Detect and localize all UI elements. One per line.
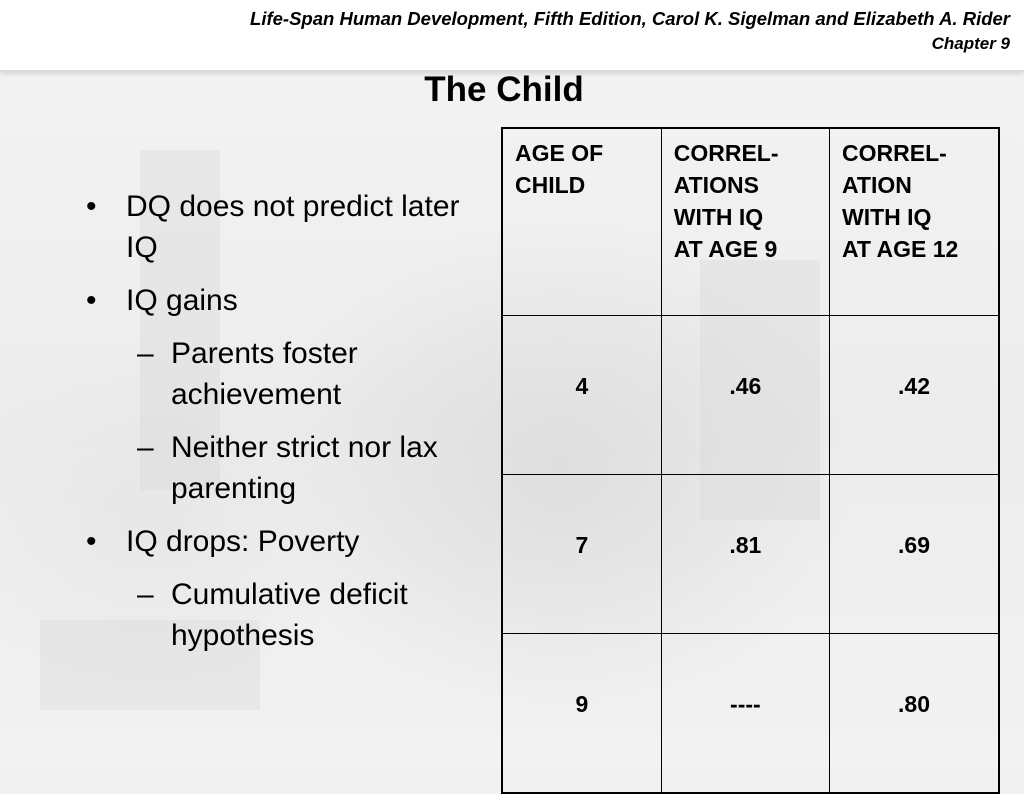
chapter-label: Chapter 9 — [931, 34, 1010, 53]
header-line: ATIONS — [673, 172, 759, 198]
sub-bullet-text: Parents foster achievement — [171, 337, 358, 411]
table-row: 9 ---- .80 — [501, 633, 1000, 794]
bullet-text: IQ gains — [126, 284, 238, 317]
sub-bullet-text: Cumulative deficit hypothesis — [171, 578, 408, 652]
bullet-list: • DQ does not predict later IQ • IQ gain… — [86, 186, 496, 668]
slide-title: The Child — [424, 70, 584, 109]
slide-header: Life-Span Human Development, Fifth Editi… — [0, 0, 1024, 71]
background-watermark-block — [40, 620, 260, 710]
bullet-dot-icon: • — [86, 190, 97, 223]
header-line: CHILD — [515, 172, 586, 198]
column-header-corr-age12: CORREL- ATION WITH IQ AT AGE 12 — [829, 127, 1000, 316]
header-line: CORREL- — [842, 140, 947, 166]
header-line: CORREL- — [673, 140, 779, 166]
sub-bullet-item: – Cumulative deficit hypothesis — [86, 574, 496, 656]
sub-bullet-text: Neither strict nor lax parenting — [171, 431, 438, 505]
column-header-corr-age9: CORREL- ATIONS WITH IQ AT AGE 9 — [660, 127, 831, 316]
bullet-item: • DQ does not predict later IQ — [86, 186, 496, 268]
table-row: 4 .46 .42 — [501, 315, 1000, 475]
dash-icon: – — [137, 578, 154, 611]
cell-corr-age9: .46 — [660, 315, 831, 475]
header-line: WITH IQ — [673, 204, 764, 230]
bullet-text: IQ drops: Poverty — [126, 525, 360, 558]
background-watermark-block — [140, 150, 220, 490]
header-line: AT AGE 12 — [842, 236, 959, 262]
dash-icon: – — [137, 337, 154, 370]
bullet-dot-icon: • — [86, 284, 97, 317]
table-header-row: AGE OF CHILD CORREL- ATIONS WITH IQ AT A… — [501, 127, 1000, 316]
header-line: AT AGE 9 — [673, 236, 778, 262]
bullet-text: DQ does not predict later IQ — [126, 190, 460, 264]
book-title: Life-Span Human Development, Fifth Editi… — [250, 8, 1010, 29]
sub-bullet-item: – Neither strict nor lax parenting — [86, 427, 496, 509]
cell-age: 4 — [501, 315, 662, 475]
header-line: WITH IQ — [842, 204, 932, 230]
dash-icon: – — [137, 431, 154, 464]
header-line: AGE OF — [515, 140, 604, 166]
bullet-item: • IQ drops: Poverty — [86, 521, 496, 562]
column-header-age: AGE OF CHILD — [501, 127, 662, 316]
iq-correlation-table: AGE OF CHILD CORREL- ATIONS WITH IQ AT A… — [501, 127, 1000, 794]
cell-corr-age9: ---- — [660, 633, 831, 794]
bullet-dot-icon: • — [86, 525, 97, 558]
table-row: 7 .81 .69 — [501, 474, 1000, 634]
cell-corr-age12: .42 — [829, 315, 1000, 475]
cell-age: 7 — [501, 474, 662, 634]
bullet-item: • IQ gains — [86, 280, 496, 321]
cell-corr-age12: .69 — [829, 474, 1000, 634]
sub-bullet-item: – Parents foster achievement — [86, 333, 496, 415]
cell-corr-age12: .80 — [829, 633, 1000, 794]
header-line: ATION — [842, 172, 912, 198]
cell-corr-age9: .81 — [660, 474, 831, 634]
cell-age: 9 — [501, 633, 662, 794]
